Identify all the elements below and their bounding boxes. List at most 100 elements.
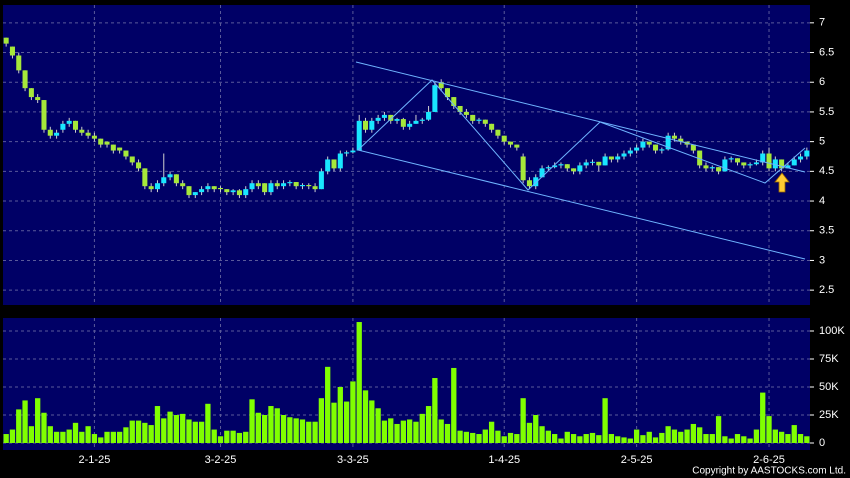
volume-bar <box>299 419 306 443</box>
volume-bar <box>331 402 337 443</box>
volume-bar <box>110 431 116 443</box>
candle-body <box>375 117 381 121</box>
candle-body <box>602 156 608 166</box>
volume-bar <box>16 409 22 443</box>
y-tick-label: 25K <box>819 409 839 421</box>
volume-bar <box>249 399 255 443</box>
candle-body <box>526 180 532 187</box>
volume-bar <box>570 434 577 443</box>
candle-body <box>520 156 526 181</box>
volume-bar <box>394 423 400 443</box>
volume-bar <box>236 432 243 443</box>
volume-bar <box>564 431 570 443</box>
volume-bar <box>646 431 652 443</box>
volume-bar <box>697 427 703 443</box>
candle-body <box>243 189 249 196</box>
candle-body <box>211 186 217 190</box>
y-tick-label: 3.5 <box>819 225 834 237</box>
volume-bar <box>217 436 224 443</box>
volume-bar <box>577 436 583 443</box>
candle-body <box>85 132 91 136</box>
candle-body <box>621 153 627 157</box>
volume-bar <box>741 436 747 443</box>
candle-body <box>54 132 60 136</box>
volume-bar <box>785 434 791 443</box>
volume-bar <box>186 419 192 443</box>
candle-body <box>552 165 558 168</box>
candle-body <box>615 156 621 160</box>
candle-body <box>381 114 387 118</box>
volume-bar <box>381 420 388 443</box>
volume-bar <box>287 417 293 443</box>
candle-body <box>728 158 734 160</box>
candle-body <box>413 120 419 124</box>
candle-body <box>653 144 659 151</box>
candle-body <box>318 171 324 190</box>
volume-bar <box>552 434 558 443</box>
candle-body <box>192 192 198 196</box>
volume-bar <box>747 438 753 443</box>
x-tick-label: 2-6-25 <box>753 454 785 466</box>
volume-bar <box>602 398 608 443</box>
candle-body <box>697 150 703 166</box>
volume-bar <box>791 425 797 443</box>
candle-body <box>262 183 268 193</box>
volume-bar <box>312 421 318 443</box>
candle-body <box>299 185 305 187</box>
candle-body <box>98 138 104 145</box>
candle-body <box>476 119 482 121</box>
volume-bar <box>413 421 419 443</box>
trend-line <box>355 61 806 173</box>
y-tick-label: 7 <box>819 17 825 29</box>
candle-body <box>444 88 451 98</box>
volume-bar <box>589 432 596 443</box>
volume-bar <box>211 429 217 443</box>
volume-bar <box>470 432 476 443</box>
candle-body <box>9 46 15 56</box>
volume-bar <box>3 434 9 443</box>
x-tick-label: 2-5-25 <box>621 454 653 466</box>
candle-body <box>545 167 551 169</box>
volume-bar <box>148 425 154 443</box>
volume-bar <box>243 431 249 443</box>
volume-bar <box>778 431 785 443</box>
candle-body <box>41 100 47 130</box>
volume-bar <box>306 421 312 443</box>
volume-bar <box>659 432 665 443</box>
candle-body <box>154 183 160 190</box>
candle-body <box>457 105 463 112</box>
volume-bar <box>444 423 451 443</box>
volume-bar <box>608 434 615 443</box>
volume-bar <box>28 426 35 443</box>
volume-bar <box>198 421 205 443</box>
candle-body <box>104 141 110 145</box>
y-tick-label: 50K <box>819 381 839 393</box>
candle-body <box>369 120 375 130</box>
candle-body <box>627 150 633 154</box>
signal-arrow <box>774 172 790 193</box>
candle-body <box>564 164 570 169</box>
candle-body <box>281 183 287 187</box>
volume-bar <box>734 434 741 443</box>
candle-body <box>539 168 545 178</box>
candle-body <box>136 162 142 169</box>
volume-bar <box>753 429 760 443</box>
candle-body <box>186 186 192 196</box>
y-tick-label: 75K <box>819 353 839 365</box>
candle-body <box>236 190 242 196</box>
volume-bar <box>684 429 690 443</box>
volume-bar <box>154 406 161 443</box>
volume-bar <box>400 420 406 443</box>
volume-bar <box>356 322 362 443</box>
candle-body <box>489 123 495 130</box>
candle-body <box>167 174 173 178</box>
volume-bar <box>621 437 627 443</box>
candle-body <box>577 165 583 172</box>
candle-body <box>293 182 299 187</box>
volume-bar <box>488 421 495 443</box>
volume-bar <box>507 432 514 443</box>
candle-body <box>199 189 205 193</box>
volume-bar <box>419 413 425 443</box>
y-tick-label: 5 <box>819 136 825 148</box>
